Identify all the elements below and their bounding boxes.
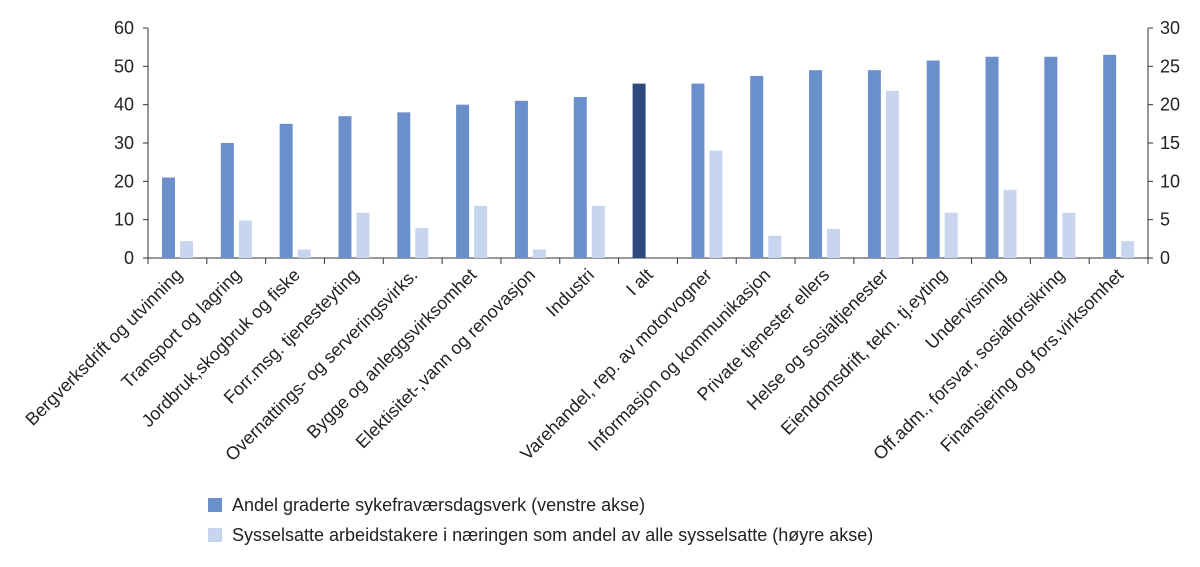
- bar-series-2: [885, 90, 899, 258]
- bar-series-2: [591, 205, 605, 258]
- bar-series-1: [573, 97, 587, 258]
- bar-series-2: [1121, 241, 1135, 258]
- bar-series-1: [162, 177, 175, 258]
- right-tick-label: 10: [1160, 171, 1180, 191]
- left-tick-label: 50: [114, 56, 134, 76]
- right-tick-label: 5: [1160, 210, 1170, 230]
- bar-series-1: [867, 70, 881, 259]
- bar-series-2: [768, 235, 782, 258]
- legend-swatch-series-2: [208, 528, 222, 542]
- right-tick-label: 0: [1160, 248, 1170, 268]
- bar-series-1: [632, 83, 646, 258]
- left-tick-label: 40: [114, 95, 134, 115]
- category-label: I alt: [622, 265, 657, 300]
- axes: 0 10 20 30 40 50 60 0 5 10 15 20 25 30: [114, 18, 1180, 268]
- bar-series-2: [1003, 189, 1017, 258]
- bar-series-1: [809, 70, 823, 259]
- left-tick-label: 30: [114, 133, 134, 153]
- bar-series-2: [532, 249, 546, 258]
- left-tick-label: 60: [114, 18, 134, 38]
- legend-label-series-1: Andel graderte sykefraværsdagsverk (vens…: [232, 495, 645, 515]
- right-tick-label: 15: [1160, 133, 1180, 153]
- legend-swatch-series-1: [208, 498, 222, 512]
- bar-series-1: [397, 112, 411, 258]
- legend-label-series-2: Sysselsatte arbeidstakere i næringen som…: [232, 525, 873, 545]
- bar-series-2: [944, 212, 958, 258]
- bar-series-1: [279, 123, 293, 258]
- bar-series-1: [456, 104, 470, 259]
- bar-series-2: [415, 228, 429, 258]
- bar-series-1: [985, 56, 999, 258]
- legend: Andel graderte sykefraværsdagsverk (vens…: [208, 495, 873, 545]
- bar-series-2: [827, 228, 841, 258]
- bar-series-1: [220, 143, 234, 258]
- bar-series-2: [474, 205, 488, 258]
- bar-series-1: [691, 83, 705, 258]
- right-tick-label: 25: [1160, 56, 1180, 76]
- bar-series-2: [1062, 212, 1076, 258]
- bar-series-2: [180, 241, 193, 258]
- left-tick-label: 10: [114, 210, 134, 230]
- bar-series-2: [238, 220, 252, 258]
- bar-series-1: [1103, 54, 1117, 259]
- right-tick-label: 20: [1160, 95, 1180, 115]
- bar-series-2: [297, 249, 311, 258]
- bar-series-1: [338, 116, 352, 259]
- bar-series-2: [709, 150, 723, 258]
- bar-series-1: [750, 75, 764, 259]
- category-label: Industri: [542, 265, 598, 321]
- bars: [162, 54, 1135, 259]
- right-tick-label: 30: [1160, 18, 1180, 38]
- bar-series-1: [926, 60, 940, 259]
- left-tick-label: 20: [114, 171, 134, 191]
- bar-series-1: [514, 100, 528, 258]
- bar-series-2: [356, 212, 370, 258]
- left-tick-label: 0: [124, 248, 134, 268]
- bar-series-1: [1044, 56, 1058, 258]
